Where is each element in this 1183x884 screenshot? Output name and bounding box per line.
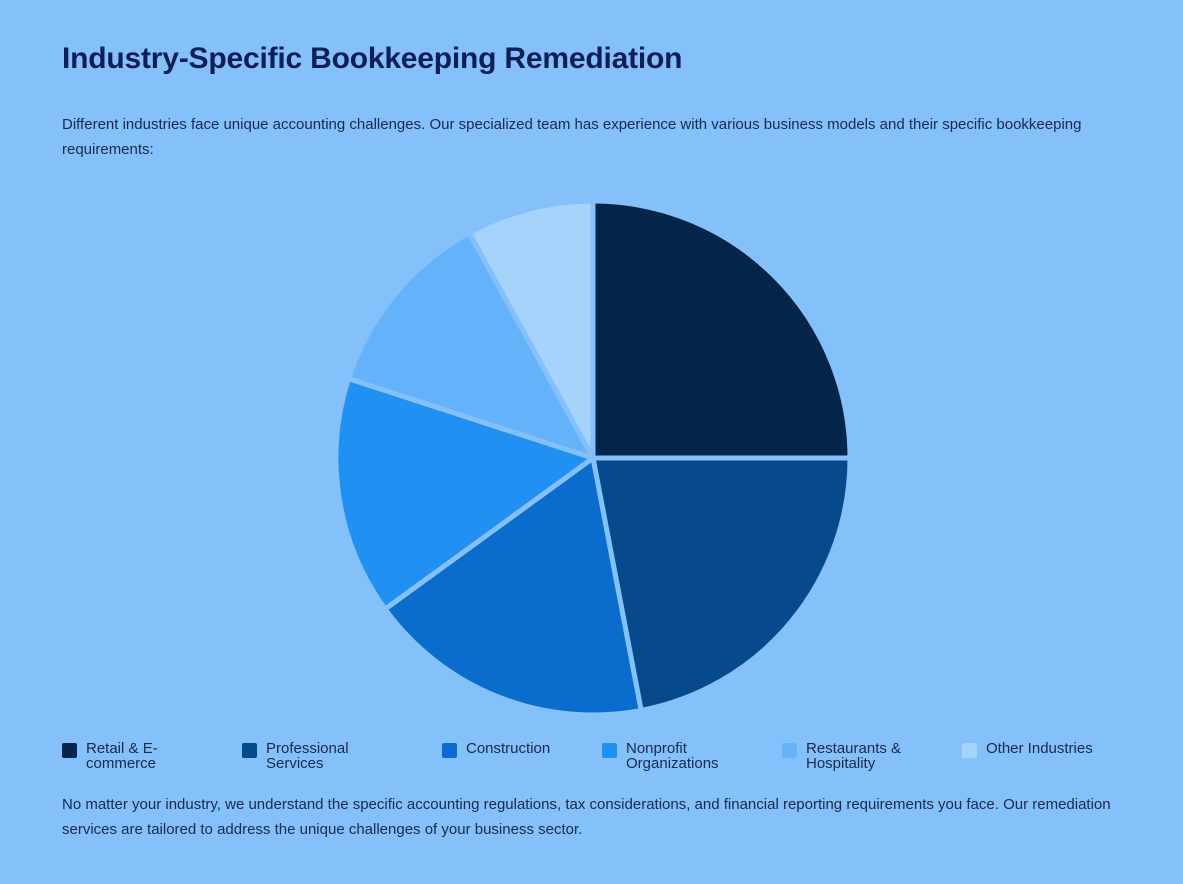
legend-label: Retail & E-commerce: [86, 740, 158, 772]
legend-item[interactable]: Retail & E-commerce: [62, 740, 222, 772]
pie-slice[interactable]: [382, 455, 644, 718]
legend-swatch: [602, 743, 617, 758]
pie-slice[interactable]: [333, 376, 596, 612]
outro-paragraph: No matter your industry, we understand t…: [62, 796, 1111, 838]
legend-swatch: [962, 743, 977, 758]
legend-label: Restaurants & Hospitality: [806, 740, 902, 772]
pie-slice[interactable]: [346, 230, 596, 461]
legend-swatch: [242, 743, 257, 758]
legend-item[interactable]: Professional Services: [242, 740, 422, 772]
legend-item[interactable]: Restaurants & Hospitality: [782, 740, 952, 772]
legend-label: Professional Services: [266, 740, 349, 772]
legend-item[interactable]: Nonprofit Organizations: [602, 740, 762, 772]
pie-slice[interactable]: [466, 198, 596, 461]
legend-swatch: [782, 743, 797, 758]
legend-swatch: [442, 743, 457, 758]
legend-swatch: [62, 743, 77, 758]
legend-label: Construction: [466, 740, 551, 757]
legend-label: Nonprofit Organizations: [626, 740, 719, 772]
pie-slice[interactable]: [590, 198, 853, 461]
page-title: Industry-Specific Bookkeeping Remediatio…: [62, 42, 683, 75]
legend-item[interactable]: Construction: [442, 740, 602, 758]
legend-label: Other Industries: [986, 740, 1093, 757]
intro-paragraph: Different industries face unique account…: [62, 116, 1082, 158]
chart-legend: Retail & E-commerce Professional Service…: [62, 740, 1142, 776]
pie-slice[interactable]: [590, 455, 853, 713]
legend-item[interactable]: Other Industries: [962, 740, 1142, 758]
